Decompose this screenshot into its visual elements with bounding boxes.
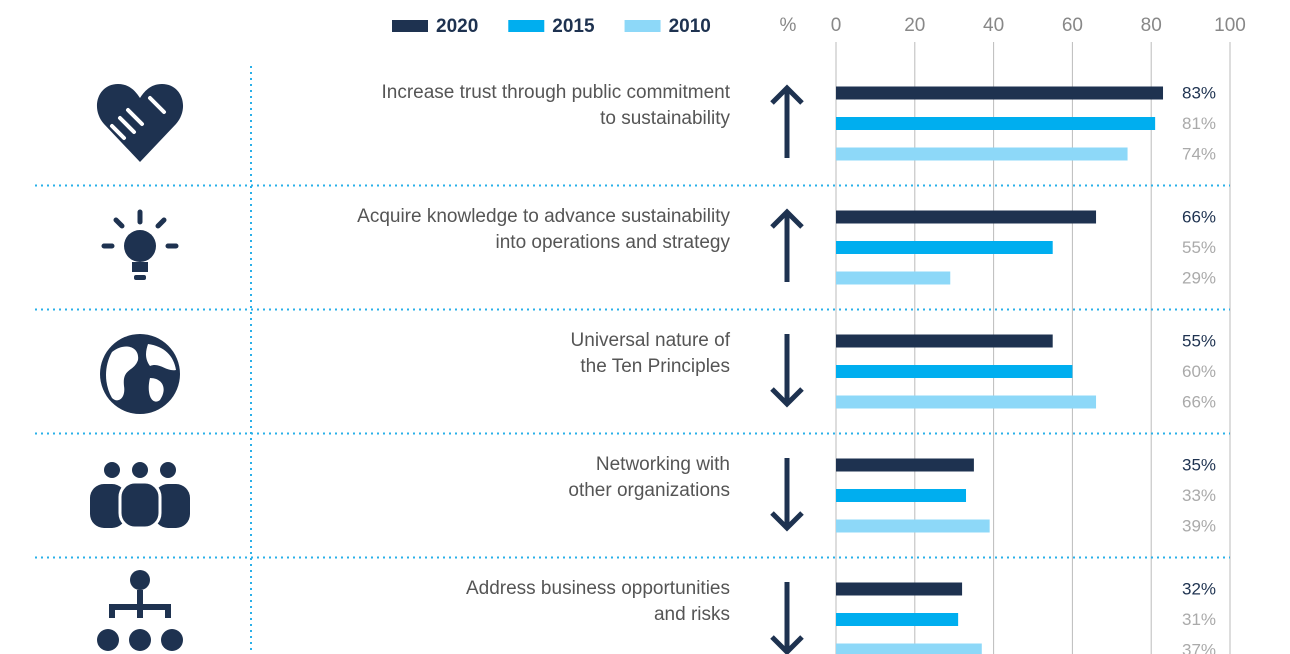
person-body [118, 480, 162, 530]
category-label: Universal nature of the Ten Principles [570, 330, 730, 377]
legend-swatch [392, 20, 428, 32]
arrow-down [770, 582, 804, 654]
node-icon [130, 570, 150, 590]
node-icon [161, 629, 183, 651]
value-label: 55% [1182, 331, 1216, 350]
legend-label: 2020 [436, 16, 478, 37]
value-label: 66% [1182, 392, 1216, 411]
value-label: 37% [1182, 640, 1216, 654]
bar [836, 613, 959, 626]
legend-swatch [508, 20, 545, 32]
x-tick-label: 20 [904, 15, 925, 36]
bar [836, 241, 1053, 254]
bulb-base [132, 262, 148, 272]
bulb-rays [101, 209, 179, 249]
bar [836, 643, 982, 654]
icons [90, 84, 190, 651]
bar [836, 519, 990, 533]
value-label: 55% [1182, 238, 1216, 257]
x-tick-label: 60 [1062, 15, 1083, 36]
bar [836, 489, 967, 502]
person-body [154, 484, 190, 528]
legend-label: 2015 [552, 16, 595, 37]
bulb-base [134, 275, 146, 280]
value-label: 66% [1182, 207, 1216, 226]
bar [836, 271, 951, 285]
bar [836, 86, 1164, 100]
bar [836, 147, 1128, 161]
axis-unit: % [780, 15, 797, 36]
bulb-icon [124, 230, 156, 262]
category-label: Address business opportunities and risks [465, 578, 730, 625]
person-head [160, 462, 176, 478]
bar [836, 458, 974, 472]
x-tick-label: 40 [983, 15, 1004, 36]
arrow-up [770, 84, 804, 158]
arrow-down [770, 334, 804, 408]
bar [836, 334, 1053, 348]
continents [106, 344, 176, 402]
value-label: 39% [1182, 516, 1216, 535]
value-label: 29% [1182, 268, 1216, 287]
value-label: 33% [1182, 486, 1216, 505]
node-icon [97, 629, 119, 651]
arrow-up [770, 208, 804, 282]
bar [836, 117, 1156, 130]
arrow-down [770, 458, 804, 532]
bar [836, 365, 1073, 378]
person-head [132, 462, 148, 478]
value-label: 81% [1182, 114, 1216, 133]
bar [836, 582, 963, 596]
x-tick-label: 100 [1214, 15, 1246, 36]
x-tick-label: 0 [831, 15, 842, 36]
arrows [770, 84, 804, 654]
hands [110, 96, 166, 140]
value-label: 32% [1182, 579, 1216, 598]
bar [836, 395, 1097, 409]
category-label: Networking with other organizations [568, 454, 730, 501]
category-label: Increase trust through public commitment… [381, 82, 731, 129]
person-head [104, 462, 120, 478]
x-tick-label: 80 [1141, 15, 1162, 36]
tree-lines [109, 590, 171, 618]
node-icon [129, 629, 151, 651]
legend-label: 2010 [669, 16, 711, 37]
value-label: 31% [1182, 610, 1216, 629]
value-label: 60% [1182, 362, 1216, 381]
person-body [90, 484, 126, 528]
bar [836, 210, 1097, 224]
legend-swatch [624, 20, 661, 32]
value-label: 74% [1182, 144, 1216, 163]
value-label: 83% [1182, 83, 1216, 102]
value-label: 35% [1182, 455, 1216, 474]
category-label: Acquire knowledge to advance sustainabil… [357, 206, 730, 253]
